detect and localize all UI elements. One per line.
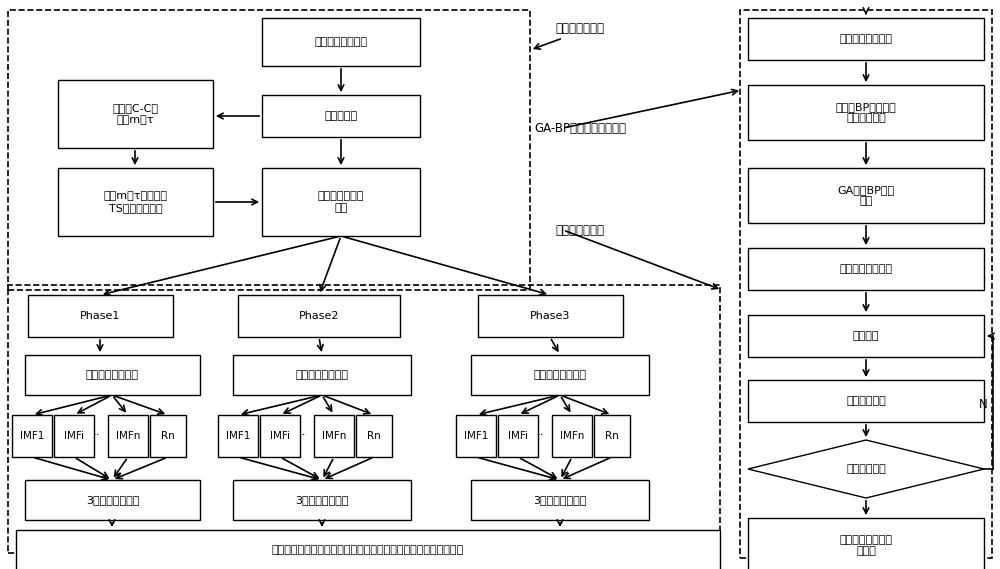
Bar xyxy=(356,415,392,457)
Bar xyxy=(594,415,630,457)
Text: Phase1: Phase1 xyxy=(80,311,121,321)
Text: N: N xyxy=(979,398,988,410)
Bar xyxy=(552,415,592,457)
Text: 权值阈值更新: 权值阈值更新 xyxy=(846,396,886,406)
Text: IMFi: IMFi xyxy=(508,431,528,441)
Text: ··: ·· xyxy=(537,430,545,443)
Text: 集合经验模态分解: 集合经验模态分解 xyxy=(296,370,349,380)
Bar xyxy=(16,530,720,569)
Text: 基于m和τ光伏功率
TS的相空间重构: 基于m和τ光伏功率 TS的相空间重构 xyxy=(104,191,168,213)
Text: 3级峰值频段划分: 3级峰值频段划分 xyxy=(86,495,139,505)
Bar xyxy=(748,315,984,357)
Text: 基于集合经验模态分解和峰值频段划分优化的光伏功率混沌吸引子: 基于集合经验模态分解和峰值频段划分优化的光伏功率混沌吸引子 xyxy=(272,545,464,555)
Bar xyxy=(58,168,213,236)
Bar xyxy=(28,295,173,337)
Bar xyxy=(12,415,52,457)
Bar xyxy=(262,18,420,66)
Bar xyxy=(748,518,984,569)
Bar xyxy=(748,248,984,290)
Bar xyxy=(748,380,984,422)
Bar xyxy=(748,18,984,60)
Text: IMFn: IMFn xyxy=(116,431,140,441)
Bar xyxy=(262,168,420,236)
Text: 混沌吸引子优化: 混沌吸引子优化 xyxy=(556,224,604,237)
Text: 反归一化得最终预
测结果: 反归一化得最终预 测结果 xyxy=(840,535,893,556)
Text: GA优化BP神经
网络: GA优化BP神经 网络 xyxy=(837,185,895,207)
Bar xyxy=(740,10,992,558)
Text: Phase3: Phase3 xyxy=(530,311,571,321)
Bar xyxy=(54,415,94,457)
Bar xyxy=(478,295,623,337)
Text: 光伏功率时间序列: 光伏功率时间序列 xyxy=(314,37,368,47)
Bar xyxy=(233,480,411,520)
Text: 初始化BP神经网络
权值阈值长度: 初始化BP神经网络 权值阈值长度 xyxy=(836,102,896,123)
Bar xyxy=(262,95,420,137)
Bar xyxy=(25,480,200,520)
Text: GA-BP神经网络预测模型: GA-BP神经网络预测模型 xyxy=(534,122,626,134)
Text: IMF1: IMF1 xyxy=(464,431,488,441)
Bar xyxy=(108,415,148,457)
Text: Phase2: Phase2 xyxy=(299,311,339,321)
Bar xyxy=(233,355,411,395)
Bar xyxy=(748,85,984,140)
Text: 3级峰值频段划分: 3级峰值频段划分 xyxy=(295,495,349,505)
Text: ··: ·· xyxy=(93,430,101,443)
Text: IMF1: IMF1 xyxy=(226,431,250,441)
Text: Rn: Rn xyxy=(367,431,381,441)
Polygon shape xyxy=(748,440,984,498)
Text: 确定网络拓扑结构: 确定网络拓扑结构 xyxy=(840,34,893,44)
Text: IMFi: IMFi xyxy=(270,431,290,441)
Text: 改进的C-C法
计算m和τ: 改进的C-C法 计算m和τ xyxy=(112,103,158,125)
Bar xyxy=(8,285,720,553)
Bar xyxy=(471,480,649,520)
Bar xyxy=(58,80,213,148)
Text: 获取最优权值阈值: 获取最优权值阈值 xyxy=(840,264,893,274)
Bar xyxy=(238,295,400,337)
Text: 计算误差: 计算误差 xyxy=(853,331,879,341)
Bar xyxy=(456,415,496,457)
Text: 数据预处理: 数据预处理 xyxy=(324,111,358,121)
Text: 集合经验模态分解: 集合经验模态分解 xyxy=(86,370,139,380)
Bar xyxy=(25,355,200,395)
Text: Rn: Rn xyxy=(161,431,175,441)
Text: 满足结束条件: 满足结束条件 xyxy=(846,464,886,474)
Bar xyxy=(260,415,300,457)
Bar xyxy=(471,355,649,395)
Text: IMF1: IMF1 xyxy=(20,431,44,441)
Text: 集合经验模态分解: 集合经验模态分解 xyxy=(534,370,586,380)
Text: 混沌理论相空间
轨迹: 混沌理论相空间 轨迹 xyxy=(318,191,364,213)
Bar xyxy=(150,415,186,457)
Text: Rn: Rn xyxy=(605,431,619,441)
Text: ··: ·· xyxy=(299,430,307,443)
Bar xyxy=(8,10,530,290)
Text: 混沌相空间重构: 混沌相空间重构 xyxy=(556,22,604,35)
Text: 3级峰值频段划分: 3级峰值频段划分 xyxy=(533,495,587,505)
Bar xyxy=(498,415,538,457)
Bar xyxy=(314,415,354,457)
Text: IMFn: IMFn xyxy=(560,431,584,441)
Bar xyxy=(218,415,258,457)
Text: IMFn: IMFn xyxy=(322,431,346,441)
Bar xyxy=(748,168,984,223)
Text: IMFi: IMFi xyxy=(64,431,84,441)
